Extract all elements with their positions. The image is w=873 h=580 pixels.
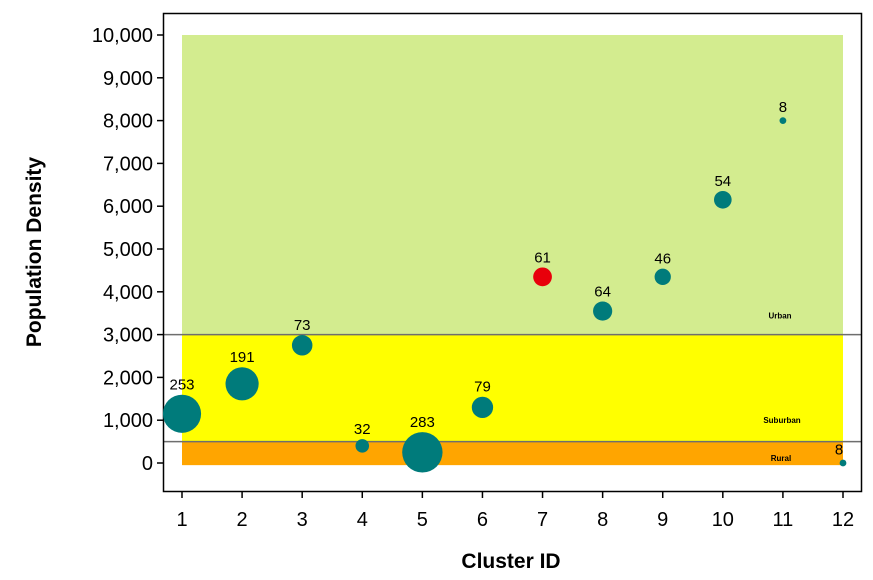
band-label-urban: Urban — [768, 312, 791, 321]
band-boundaries — [164, 333, 861, 443]
y-tick-label: 8,000 — [103, 111, 153, 133]
y-tick-label: 5,000 — [103, 239, 153, 261]
x-tick-label: 6 — [477, 509, 488, 531]
x-tick-label: 9 — [657, 509, 668, 531]
band-urban — [182, 35, 843, 335]
band-suburban — [182, 334, 843, 442]
bubble-label: 79 — [474, 379, 491, 396]
bubble-cluster-12 — [839, 459, 847, 467]
y-tick-label: 3,000 — [103, 325, 153, 347]
points-layer: 253 191 73 32 283 79 61 64 46 54 8 8 — [162, 99, 847, 473]
x-axis-title: Cluster ID — [461, 550, 560, 573]
x-tick-label: 8 — [597, 509, 608, 531]
y-tick-label: 4,000 — [103, 282, 153, 304]
bubble-label: 73 — [294, 317, 311, 334]
y-tick-label: 6,000 — [103, 196, 153, 218]
x-tick-label: 7 — [537, 509, 548, 531]
bubble-label: 191 — [230, 349, 255, 366]
bubble-label: 61 — [534, 249, 551, 266]
x-tick-label: 5 — [417, 509, 428, 531]
bands-layer: Rural Suburban Urban — [182, 35, 843, 466]
bubble-label: 253 — [169, 377, 194, 394]
x-tick-label: 2 — [237, 509, 248, 531]
bubble-cluster-6 — [471, 396, 494, 419]
bubble-label: 8 — [779, 99, 787, 116]
y-tick-label: 9,000 — [103, 68, 153, 90]
bubble-cluster-4 — [355, 439, 370, 453]
y-tick-label: 7,000 — [103, 153, 153, 175]
bubble-label: 64 — [594, 283, 611, 300]
x-tick-label: 1 — [176, 509, 187, 531]
x-tick-label: 11 — [773, 509, 794, 531]
x-tick-label: 10 — [712, 509, 734, 531]
bubble-label: 8 — [835, 442, 843, 459]
band-label-rural: Rural — [771, 454, 791, 463]
y-axis-title: Population Density — [23, 157, 46, 348]
bubble-cluster-7 — [533, 267, 552, 287]
bubble-cluster-9 — [654, 268, 671, 285]
bubble-cluster-8 — [593, 301, 613, 321]
y-tick-label: 1,000 — [103, 410, 153, 432]
y-tick-label: 0 — [142, 453, 153, 475]
bubble-cluster-11 — [779, 117, 787, 124]
plot-frame — [162, 12, 863, 493]
y-tick-label: 10,000 — [92, 25, 153, 47]
x-tick-label: 4 — [357, 509, 368, 531]
bubble-cluster-10 — [714, 190, 732, 209]
bubble-label: 46 — [654, 251, 671, 268]
bubble-cluster-3 — [291, 335, 313, 356]
x-tick-label: 12 — [832, 509, 854, 531]
band-label-suburban: Suburban — [763, 416, 800, 425]
bubble-label: 32 — [354, 421, 371, 438]
axes-layer: 0 1,000 2,000 3,000 4,000 5,000 6,000 7,000 8,00… — [92, 25, 854, 531]
x-tick-label: 3 — [297, 509, 308, 531]
bubble-cluster-2 — [225, 367, 259, 401]
bubble-label: 54 — [714, 173, 731, 190]
bubble-cluster-1 — [162, 394, 202, 433]
bubble-label: 283 — [410, 414, 435, 431]
band-rural — [182, 441, 843, 466]
y-tick-label: 2,000 — [103, 367, 153, 389]
bubble-cluster-5 — [402, 432, 443, 473]
